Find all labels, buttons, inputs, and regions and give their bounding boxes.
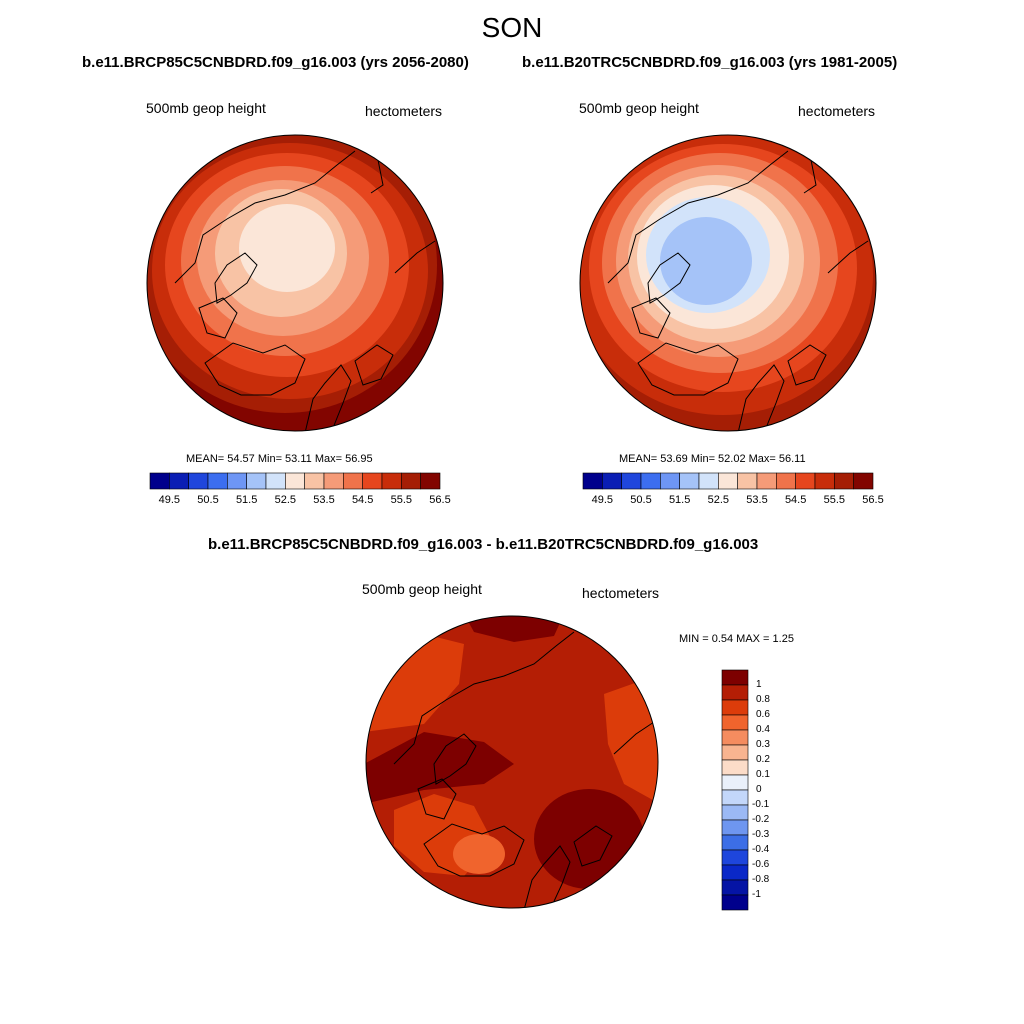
left-colorbar-swatch <box>323 472 344 490</box>
right-colorbar-swatch <box>698 472 719 490</box>
difference-colorbar-swatch <box>721 744 749 761</box>
left-colorbar-tick-label: 49.5 <box>158 494 181 506</box>
left-colorbar-swatch <box>401 472 421 490</box>
difference-colorbar-swatch <box>721 834 749 851</box>
left-colorbar-swatch <box>246 472 267 490</box>
diff-stats: MIN = 0.54 MAX = 1.25 <box>679 633 794 645</box>
difference-colorbar-tick-label: -0.4 <box>752 844 770 855</box>
right-colorbar-tick-label: 50.5 <box>630 494 652 506</box>
right-colorbar-swatch <box>776 472 796 490</box>
difference-colorbar-tick-label: -0.2 <box>752 814 770 825</box>
right-colorbar <box>582 472 874 490</box>
difference-panel-title: b.e11.BRCP85C5CNBDRD.f09_g16.003 - b.e11… <box>208 536 759 553</box>
right-colorbar-tick-label: 52.5 <box>707 494 730 506</box>
difference-polar-map <box>365 615 659 909</box>
diff-variable-label: 500mb geop height <box>362 581 482 597</box>
right-units-label: hectometers <box>798 103 876 119</box>
right-colorbar-tick-label: 56.5 <box>862 494 884 506</box>
difference-colorbar-swatch <box>721 699 749 716</box>
left-colorbar-tick-label: 54.5 <box>351 494 374 506</box>
left-colorbar-tick-label: 53.5 <box>313 494 335 506</box>
left-colorbar-swatch <box>149 472 170 490</box>
right-colorbar-tick-label: 54.5 <box>784 494 807 506</box>
left-colorbar-swatch <box>188 472 209 490</box>
right-colorbar-tick-label: 55.5 <box>823 494 846 506</box>
difference-colorbar-tick-label: 0.4 <box>756 724 770 735</box>
left-colorbar-tick-label: 56.5 <box>429 494 451 506</box>
difference-colorbar-ticks: 1 0.8 0.6 0.4 0.3 0.2 0.1 0 -0.1 -0.2 -0.3 -0.4 -0.6… <box>752 670 792 910</box>
right-colorbar-ticks: 49.5 50.5 51.5 52.5 53.5 54.5 55.5 56.5 <box>583 494 884 508</box>
difference-colorbar-tick-label: 0.3 <box>756 739 770 750</box>
left-colorbar-swatch <box>420 472 441 490</box>
difference-colorbar-tick-label: 0.1 <box>756 769 770 780</box>
left-colorbar-tick-label: 55.5 <box>390 494 413 506</box>
right-colorbar-tick-label: 53.5 <box>746 494 768 506</box>
right-polar-map <box>579 134 877 432</box>
right-colorbar-swatch <box>853 472 874 490</box>
difference-colorbar-swatch <box>721 894 749 911</box>
left-polar-map <box>146 134 444 432</box>
right-colorbar-swatch <box>737 472 758 490</box>
left-colorbar-tick-label: 52.5 <box>274 494 297 506</box>
difference-colorbar-swatch <box>721 864 749 881</box>
left-units-label: hectometers <box>365 103 443 119</box>
difference-colorbar-swatch <box>721 879 749 896</box>
diff-units-label: hectometers <box>582 585 660 601</box>
left-colorbar <box>149 472 441 490</box>
right-panel-title: b.e11.B20TRC5CNBDRD.f09_g16.003 (yrs 198… <box>522 54 898 71</box>
right-colorbar-swatch <box>795 472 816 490</box>
season-title: SON <box>481 12 543 43</box>
left-stats: MEAN= 54.57 Min= 53.11 Max= 56.95 <box>186 453 373 465</box>
difference-colorbar-swatch <box>721 849 749 866</box>
right-colorbar-swatch <box>582 472 603 490</box>
difference-colorbar-tick-label: 0.8 <box>756 694 770 705</box>
left-colorbar-swatch <box>343 472 363 490</box>
difference-colorbar-tick-label: 0.6 <box>756 709 770 720</box>
right-variable-label: 500mb geop height <box>579 100 699 116</box>
difference-colorbar-tick-label: -0.1 <box>752 799 770 810</box>
difference-colorbar-swatch <box>721 729 749 746</box>
difference-colorbar-swatch <box>721 684 749 701</box>
difference-colorbar-swatch <box>721 789 749 806</box>
left-variable-label: 500mb geop height <box>146 100 266 116</box>
difference-colorbar-tick-label: 1 <box>756 679 762 690</box>
right-colorbar-tick-label: 51.5 <box>668 494 691 506</box>
right-colorbar-swatch <box>602 472 622 490</box>
right-colorbar-swatch <box>640 472 661 490</box>
right-colorbar-swatch <box>756 472 777 490</box>
difference-colorbar-tick-label: 0.2 <box>756 754 770 765</box>
right-colorbar-swatch <box>834 472 854 490</box>
left-colorbar-swatch <box>169 472 189 490</box>
difference-colorbar-tick-label: -0.6 <box>752 859 770 870</box>
difference-colorbar-swatch <box>721 714 749 731</box>
difference-colorbar-tick-label: -0.3 <box>752 829 770 840</box>
right-colorbar-tick-label: 49.5 <box>591 494 614 506</box>
difference-colorbar-tick-label: 0 <box>756 784 762 795</box>
right-colorbar-swatch <box>718 472 738 490</box>
right-colorbar-swatch <box>679 472 700 490</box>
left-panel-title: b.e11.BRCP85C5CNBDRD.f09_g16.003 (yrs 20… <box>82 54 469 71</box>
left-colorbar-ticks: 49.5 50.5 51.5 52.5 53.5 54.5 55.5 56.5 <box>150 494 451 508</box>
difference-colorbar-swatch <box>721 774 749 791</box>
difference-colorbar-tick-label: -0.8 <box>752 874 770 885</box>
difference-colorbar-swatch <box>721 819 749 836</box>
left-colorbar-swatch <box>265 472 286 490</box>
right-colorbar-swatch <box>814 472 835 490</box>
difference-colorbar-swatch <box>721 759 749 776</box>
difference-colorbar-swatch <box>721 669 749 686</box>
left-colorbar-swatch <box>381 472 402 490</box>
right-stats: MEAN= 53.69 Min= 52.02 Max= 56.11 <box>619 453 806 465</box>
difference-colorbar-tick-label: -1 <box>752 889 761 900</box>
left-colorbar-swatch <box>227 472 247 490</box>
difference-colorbar <box>721 669 749 911</box>
right-colorbar-swatch <box>660 472 680 490</box>
left-colorbar-swatch <box>207 472 228 490</box>
left-colorbar-tick-label: 51.5 <box>235 494 258 506</box>
left-colorbar-swatch <box>362 472 383 490</box>
left-colorbar-tick-label: 50.5 <box>197 494 219 506</box>
left-colorbar-swatch <box>285 472 305 490</box>
right-colorbar-swatch <box>621 472 642 490</box>
difference-colorbar-swatch <box>721 804 749 821</box>
left-colorbar-swatch <box>304 472 325 490</box>
